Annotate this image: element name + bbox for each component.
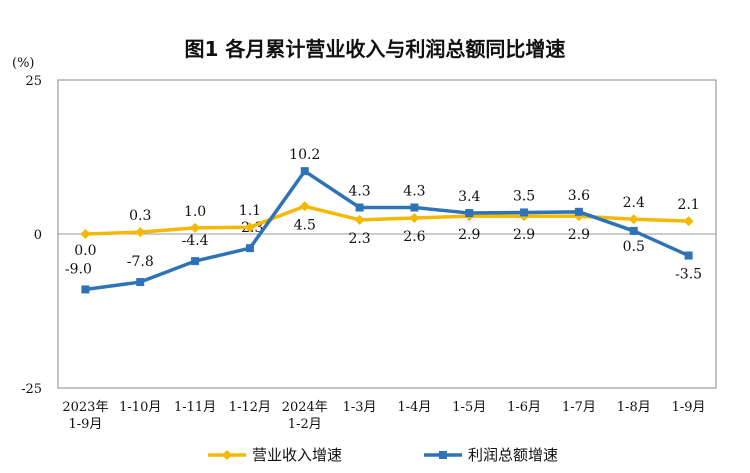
revenue-data-label: 4.5 [294,217,316,233]
x-tick-label: 1-9月 [672,400,706,415]
x-tick-label: 1-10月 [119,400,161,415]
revenue-data-label: 2.9 [458,227,480,243]
legend: 营业收入增速 利润总额增速 [208,446,558,464]
series-1-point [244,222,255,233]
x-tick-label: 1-11月 [174,400,216,415]
x-tick-label: 1-2月 [288,417,322,432]
x-tick-label: 1-5月 [452,400,486,415]
series-1-point [683,216,694,227]
profit-data-label: -9.0 [65,261,92,277]
profit-data-label: 4.3 [348,184,370,200]
series-1-point [409,212,420,223]
series-2-point [574,207,583,216]
legend-marker-1 [222,450,232,460]
series-1-point [80,229,91,239]
series-2-point [410,203,419,212]
series-2-point [684,251,693,260]
x-tick-label: 1-6月 [507,400,541,415]
series-2-point [245,244,254,253]
profit-data-label: 10.2 [289,147,320,163]
revenue-data-label: 2.9 [568,227,590,243]
profit-data-label: 3.4 [458,189,480,205]
series-2-point [629,226,638,235]
axes-group: 25 0 -25 2023年 1-9月 1-10月 1-11月 1-12月 2024年 1-2月 1… [21,74,717,432]
profit-data-label: -7.8 [127,254,154,270]
revenue-data-label: 2.4 [623,195,645,211]
series-1-point [299,201,310,212]
x-tick-label: 1-7月 [562,400,596,415]
x-tick-label: 1-3月 [343,400,377,415]
x-tick-label: 2024年 [282,400,328,415]
profit-data-label: -4.4 [182,233,209,249]
legend-label-1: 营业收入增速 [252,446,342,464]
y-tick-label: -25 [21,382,42,397]
revenue-data-label: 1.0 [184,204,206,220]
revenue-data-label: 1.1 [239,203,261,219]
revenue-data-label: 0.0 [74,243,96,259]
series-2-point [300,167,309,176]
profit-data-label: 4.3 [403,184,425,200]
x-tick-label: 1-9月 [68,417,102,432]
profit-data-label: 0.5 [623,239,645,255]
y-tick-label: 0 [34,228,42,243]
profit-data-label: -3.5 [675,267,702,283]
revenue-data-label: 2.9 [513,227,535,243]
series-1-point [135,227,146,238]
legend-marker-2 [439,451,447,459]
series-2-point [355,203,364,212]
y-tick-label: 25 [25,74,42,89]
series-1-point [628,214,639,225]
x-tick-label: 1-12月 [229,400,271,415]
revenue-data-label: 0.3 [129,208,151,224]
revenue-data-label: 2.3 [348,231,370,247]
series-group [80,167,694,294]
legend-label-2: 利润总额增速 [468,446,558,464]
revenue-data-label: 2.1 [677,197,699,213]
series-1-point [190,222,201,233]
series-2-point [81,285,90,294]
profit-data-label: 3.5 [513,188,535,204]
series-2-point [465,209,474,218]
x-tick-label: 1-4月 [397,400,431,415]
x-tick-label: 1-8月 [617,400,651,415]
series-line-2 [85,169,690,292]
series-2-point [520,208,529,217]
profit-data-label: 3.6 [568,188,590,204]
data-labels-group: 0.0 0.3 1.0 1.1 4.5 2.3 2.6 2.9 2.9 2.9 2.4 2.1 -9.0… [65,147,702,282]
chart-title: 图1 各月累计营业收入与利润总额同比增速 [184,37,566,61]
series-1-point [354,214,365,225]
y-axis-unit-label: (%) [12,56,35,71]
series-2-point [191,257,200,266]
revenue-data-label: 2.6 [403,229,425,245]
x-tick-label: 2023年 [62,400,108,415]
series-2-point [136,278,145,287]
